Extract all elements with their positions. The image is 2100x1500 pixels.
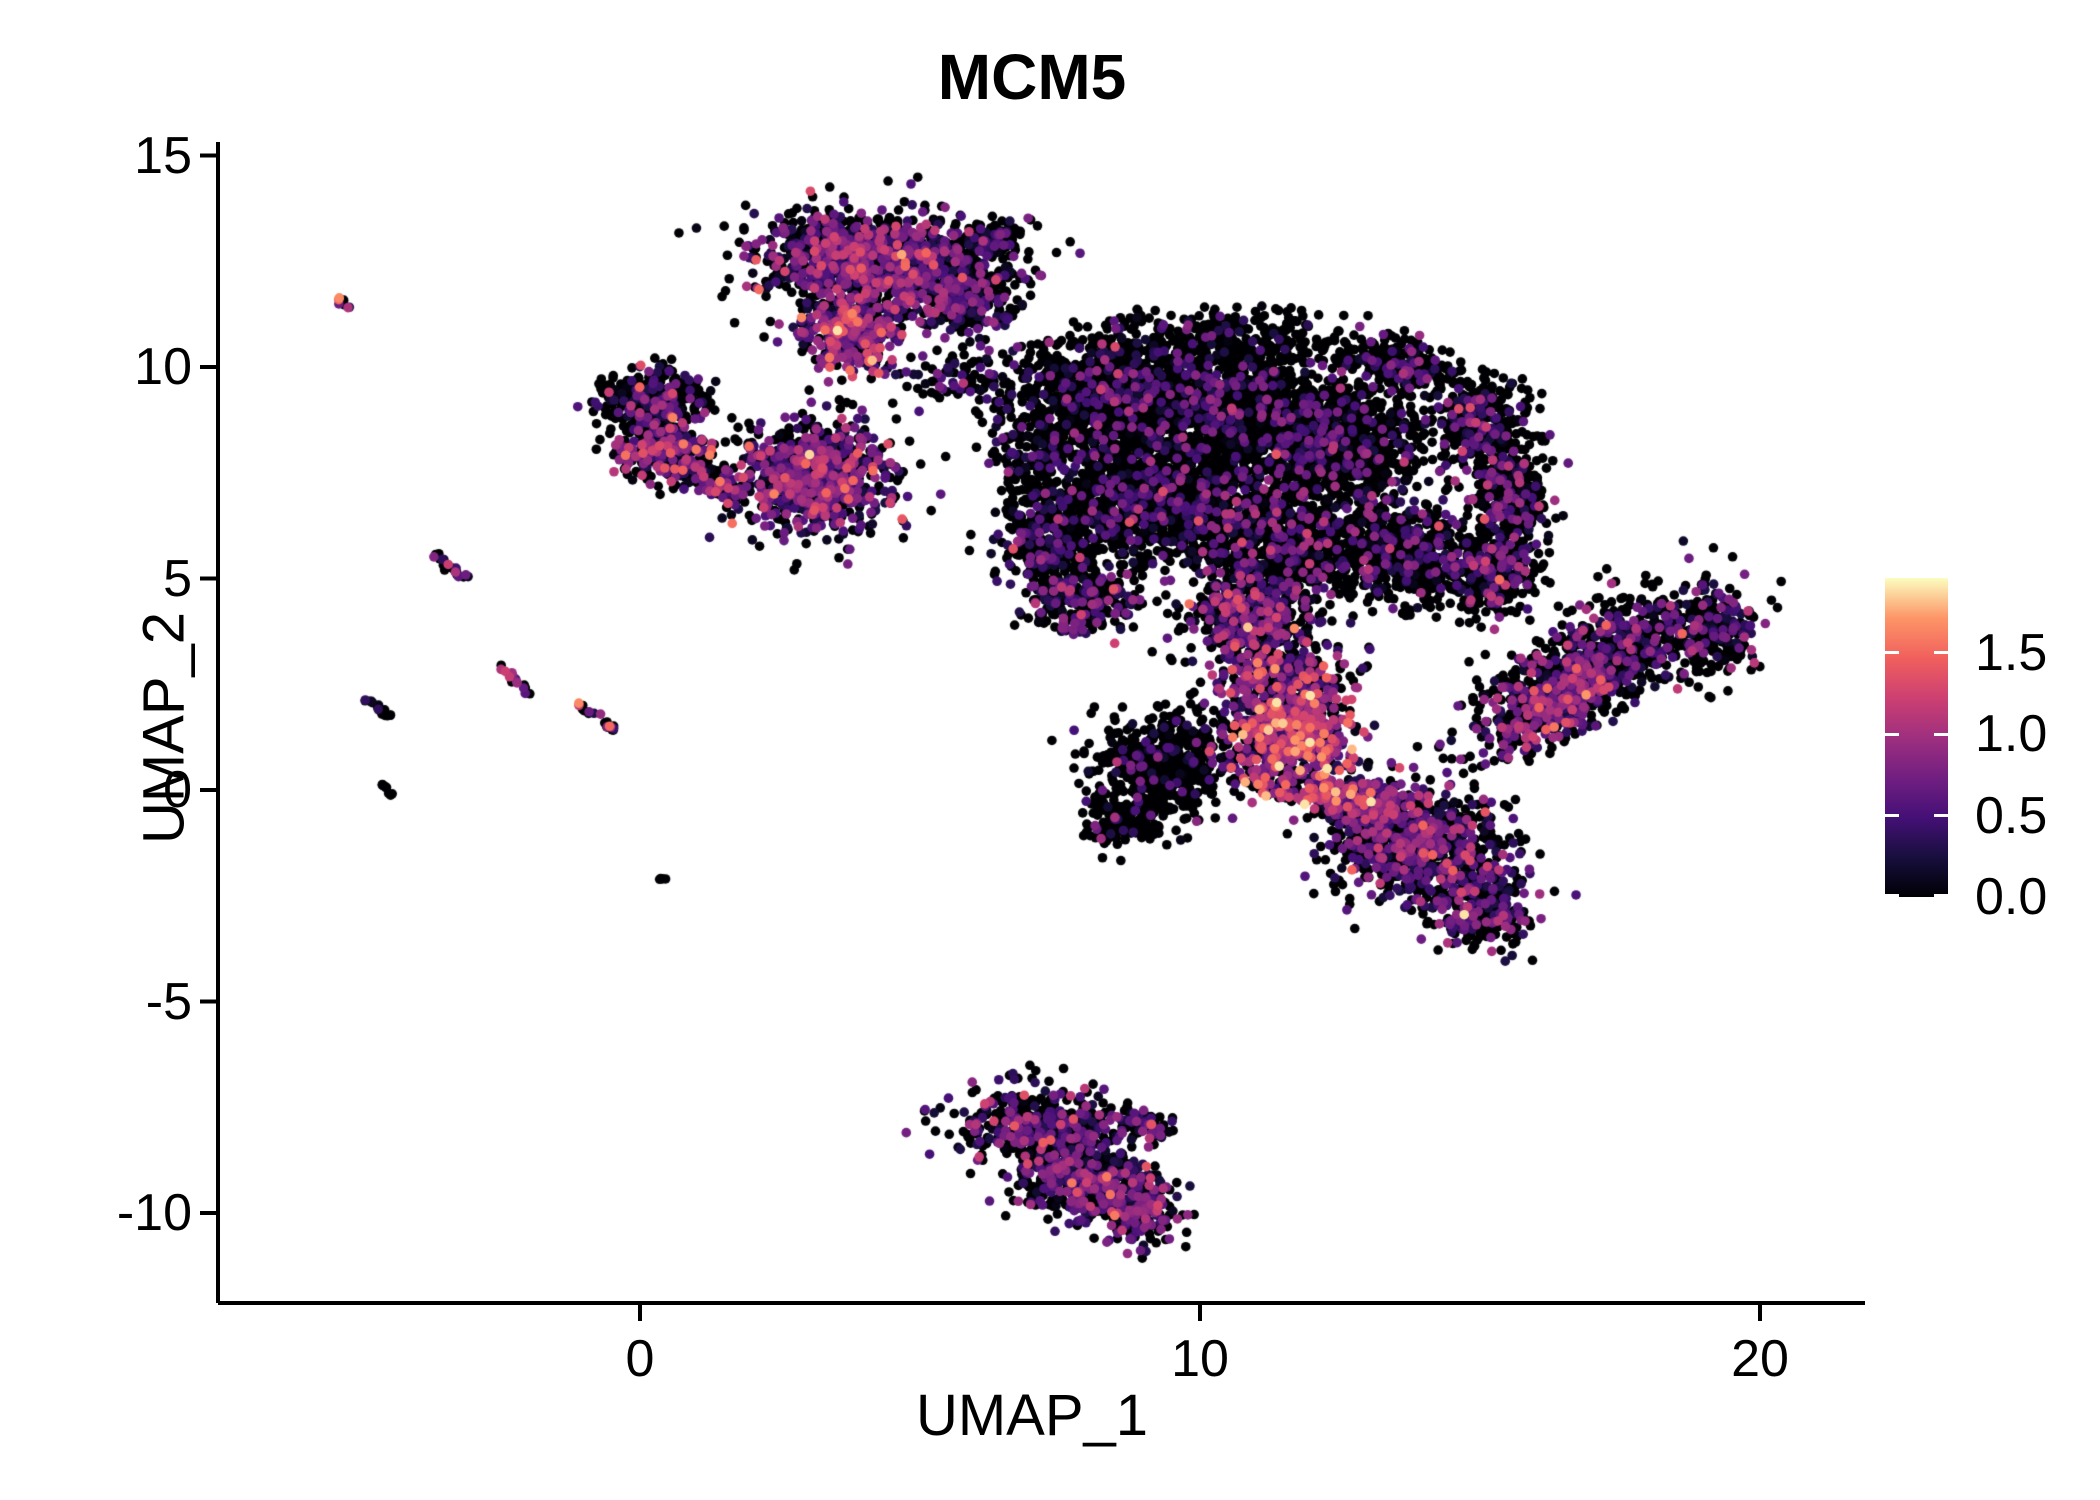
colorbar-tick-mark	[1934, 814, 1948, 818]
colorbar-tick-mark	[1934, 894, 1948, 897]
y-tick-label: -10	[116, 1184, 192, 1242]
colorbar-gradient	[1885, 578, 1948, 897]
colorbar	[1885, 578, 1948, 897]
y-tick-label: 0	[163, 761, 192, 819]
colorbar-tick-label: 0.5	[1975, 786, 2048, 845]
colorbar-tick-mark	[1934, 732, 1948, 736]
colorbar-tick-label: 0.0	[1975, 868, 2048, 926]
x-tick-label: 10	[1171, 1330, 1229, 1388]
y-tick-label: 10	[134, 338, 192, 396]
y-tick-label: 5	[163, 549, 192, 608]
colorbar-tick-mark	[1885, 814, 1899, 818]
y-tick-label: -5	[145, 972, 192, 1031]
colorbar-tick-mark	[1934, 651, 1948, 655]
colorbar-tick-mark	[1885, 732, 1899, 736]
colorbar-tick-mark	[1885, 894, 1899, 897]
plot-title: MCM5	[937, 41, 1127, 113]
colorbar-tick-mark	[1885, 651, 1899, 655]
x-axis-label: UMAP_1	[915, 1383, 1149, 1448]
x-tick-label: 0	[625, 1330, 655, 1388]
colorbar-tick-label: 1.0	[1975, 705, 2048, 764]
x-tick-label: 20	[1731, 1330, 1789, 1388]
y-tick-label: 15	[134, 126, 192, 185]
colorbar-tick-label: 1.5	[1975, 623, 2048, 682]
